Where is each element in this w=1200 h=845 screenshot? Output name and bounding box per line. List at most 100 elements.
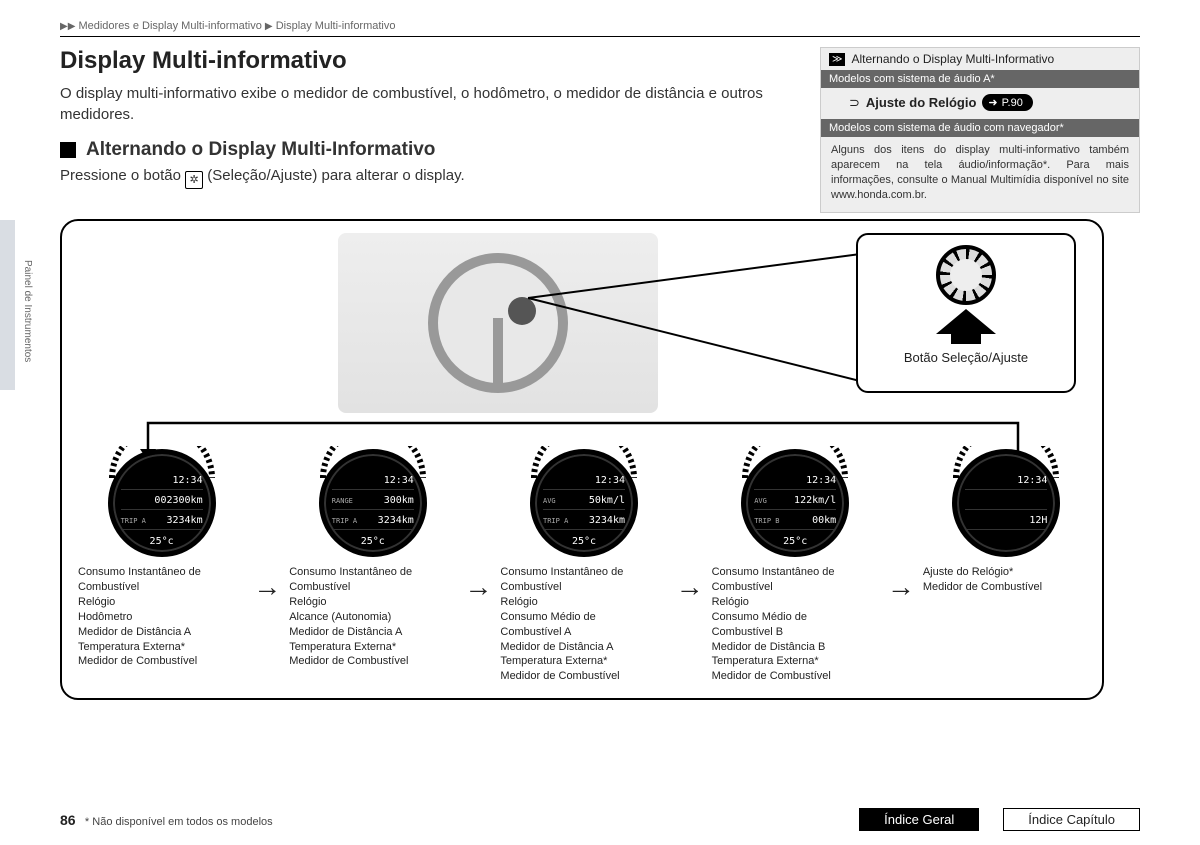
display-state-description: Consumo Instantâneo deCombustívelRelógio… (712, 565, 835, 684)
display-state-description: Consumo Instantâneo deCombustívelRelógio… (78, 565, 201, 669)
description-line: Combustível A (500, 625, 623, 640)
dial-button-icon (936, 245, 996, 305)
display-state: 12:34 RANGE300km TRIP A3234km 25°c Consumo I… (289, 449, 456, 669)
breadcrumb-arrow-icon: ▶ (265, 21, 273, 32)
description-line: Ajuste do Relógio* (923, 565, 1042, 580)
wheel-button-marker (508, 297, 536, 325)
description-line: Combustível B (712, 625, 835, 640)
description-line: Medidor de Distância A (78, 625, 201, 640)
description-line: Medidor de Combustível (500, 669, 623, 684)
arrow-right-icon: → (887, 571, 915, 603)
gauge-readout: 25°c (543, 532, 625, 550)
description-line: Medidor de Distância A (289, 625, 412, 640)
button-callout: Botão Seleção/Ajuste (856, 233, 1076, 393)
display-state-description: Consumo Instantâneo deCombustívelRelógio… (289, 565, 412, 669)
subheading: Alternando o Display Multi-Informativo (86, 139, 435, 161)
footnote: * Não disponível em todos os modelos (85, 816, 273, 828)
display-state: 12:3412H Ajuste do Relógio*Medidor de Com… (923, 449, 1090, 595)
gauge-icon: 12:3412H (952, 449, 1060, 557)
arrow-right-icon: → (676, 571, 704, 603)
gauge-readout: 12:34 (332, 472, 414, 490)
intro-text: O display multi-informativo exibe o medi… (60, 83, 800, 125)
description-line: Consumo Instantâneo de (78, 565, 201, 580)
description-line: Temperatura Externa* (78, 640, 201, 655)
page-reference-link[interactable]: ➜ P.90 (982, 94, 1032, 111)
side-link-label: Ajuste do Relógio (866, 95, 977, 110)
gauge-readout: TRIP A3234km (543, 512, 625, 530)
display-state: 12:34002300kmTRIP A3234km25°cConsumo Ins… (78, 449, 245, 669)
side-chevron-icon: ≫ (829, 53, 845, 66)
gauge-readout: AVG50km/l (543, 492, 625, 510)
display-state-description: Ajuste do Relógio*Medidor de Combustível (923, 565, 1042, 595)
side-note-text: Alguns dos itens do display multi-inform… (821, 137, 1139, 212)
display-state: 12:34AVG122km/lTRIP B00km25°cConsumo Ins… (712, 449, 879, 684)
steering-wheel-icon (428, 253, 568, 393)
subheading-bullet-icon (60, 142, 76, 158)
breadcrumb-l2: Display Multi-informativo (276, 20, 396, 32)
gauge-readout: RANGE300km (332, 492, 414, 510)
gauge-readout: 12H (965, 512, 1047, 530)
description-line: Relógio (500, 595, 623, 610)
gauge-readout: 25°c (121, 532, 203, 550)
arrow-stem-icon (951, 334, 981, 344)
breadcrumb-arrow-icon: ▶▶ (60, 21, 75, 32)
side-note-title: ≫ Alternando o Display Multi-Informativo (821, 48, 1139, 70)
gauge-readout: 002300km (121, 492, 203, 510)
gauge-readout: TRIP A3234km (332, 512, 414, 530)
page-number: 86 (60, 812, 76, 828)
description-line: Medidor de Distância B (712, 640, 835, 655)
description-line: Consumo Instantâneo de (500, 565, 623, 580)
arrow-right-icon: → (253, 571, 281, 603)
description-line: Hodômetro (78, 610, 201, 625)
callout-label: Botão Seleção/Ajuste (904, 350, 1028, 365)
instruction-pre: Pressione o botão (60, 167, 185, 184)
footer-left: 86 * Não disponível em todos os modelos (60, 812, 273, 828)
gauge-readout: 25°c (332, 532, 414, 550)
display-state-description: Consumo Instantâneo deCombustívelRelógio… (500, 565, 623, 684)
description-line: Combustível (289, 580, 412, 595)
description-line: Combustível (712, 580, 835, 595)
description-line: Medidor de Combustível (923, 580, 1042, 595)
page-title: Display Multi-informativo (60, 47, 800, 75)
side-header-text: Alternando o Display Multi-Informativo (851, 52, 1054, 66)
return-arrow-icon: ⊃ (849, 95, 860, 111)
breadcrumb-l1: Medidores e Display Multi-informativo (78, 20, 261, 32)
description-line: Consumo Médio de (500, 610, 623, 625)
description-line: Temperatura Externa* (500, 654, 623, 669)
steering-wheel-image (338, 233, 658, 413)
gauge-icon: 12:34002300kmTRIP A3234km25°c (108, 449, 216, 557)
description-line: Temperatura Externa* (712, 654, 835, 669)
description-line: Combustível (500, 580, 623, 595)
side-link-row: ⊃ Ajuste do Relógio ➜ P.90 (821, 88, 1139, 119)
gauge-readout (965, 532, 1047, 550)
side-note-box: ≫ Alternando o Display Multi-Informativo… (820, 47, 1140, 213)
description-line: Temperatura Externa* (289, 640, 412, 655)
page-footer: 86 * Não disponível em todos os modelos … (60, 808, 1140, 831)
gauge-icon: 12:34AVG122km/lTRIP B00km25°c (741, 449, 849, 557)
arrow-up-icon (936, 309, 996, 334)
description-line: Consumo Médio de (712, 610, 835, 625)
arrow-right-icon: ➜ (988, 96, 997, 109)
side-bar-a-label: Modelos com sistema de áudio A* (829, 73, 995, 85)
description-line: Consumo Instantâneo de (712, 565, 835, 580)
index-general-button[interactable]: Índice Geral (859, 808, 979, 831)
state-sequence: 12:34 002300km TRIP A3234km 25°c Consumo Ins… (78, 425, 1090, 684)
description-line: Relógio (78, 595, 201, 610)
description-line: Medidor de Distância A (500, 640, 623, 655)
side-bar-b-label: Modelos com sistema de áudio com navegad… (829, 122, 1064, 134)
gauge-readout: TRIP B00km (754, 512, 836, 530)
side-model-bar-b: Modelos com sistema de áudio com navegad… (821, 119, 1139, 137)
breadcrumb: ▶▶ Medidores e Display Multi-informativo… (60, 20, 1140, 32)
page-ref-text: P.90 (1002, 97, 1023, 109)
gauge-icon: 12:34 RANGE300km TRIP A3234km 25°c (319, 449, 427, 557)
instruction-text: Pressione o botão ✲ (Seleção/Ajuste) par… (60, 167, 800, 189)
gauge-readout: 12:34 (754, 472, 836, 490)
index-chapter-button[interactable]: Índice Capítulo (1003, 808, 1140, 831)
gauge-readout: 12:34 (543, 472, 625, 490)
description-line: Alcance (Autonomia) (289, 610, 412, 625)
gauge-readout: 12:34 (121, 472, 203, 490)
arrow-right-icon: → (464, 571, 492, 603)
description-line: Combustível (78, 580, 201, 595)
gauge-readout: 25°c (754, 532, 836, 550)
description-line: Medidor de Combustível (289, 654, 412, 669)
